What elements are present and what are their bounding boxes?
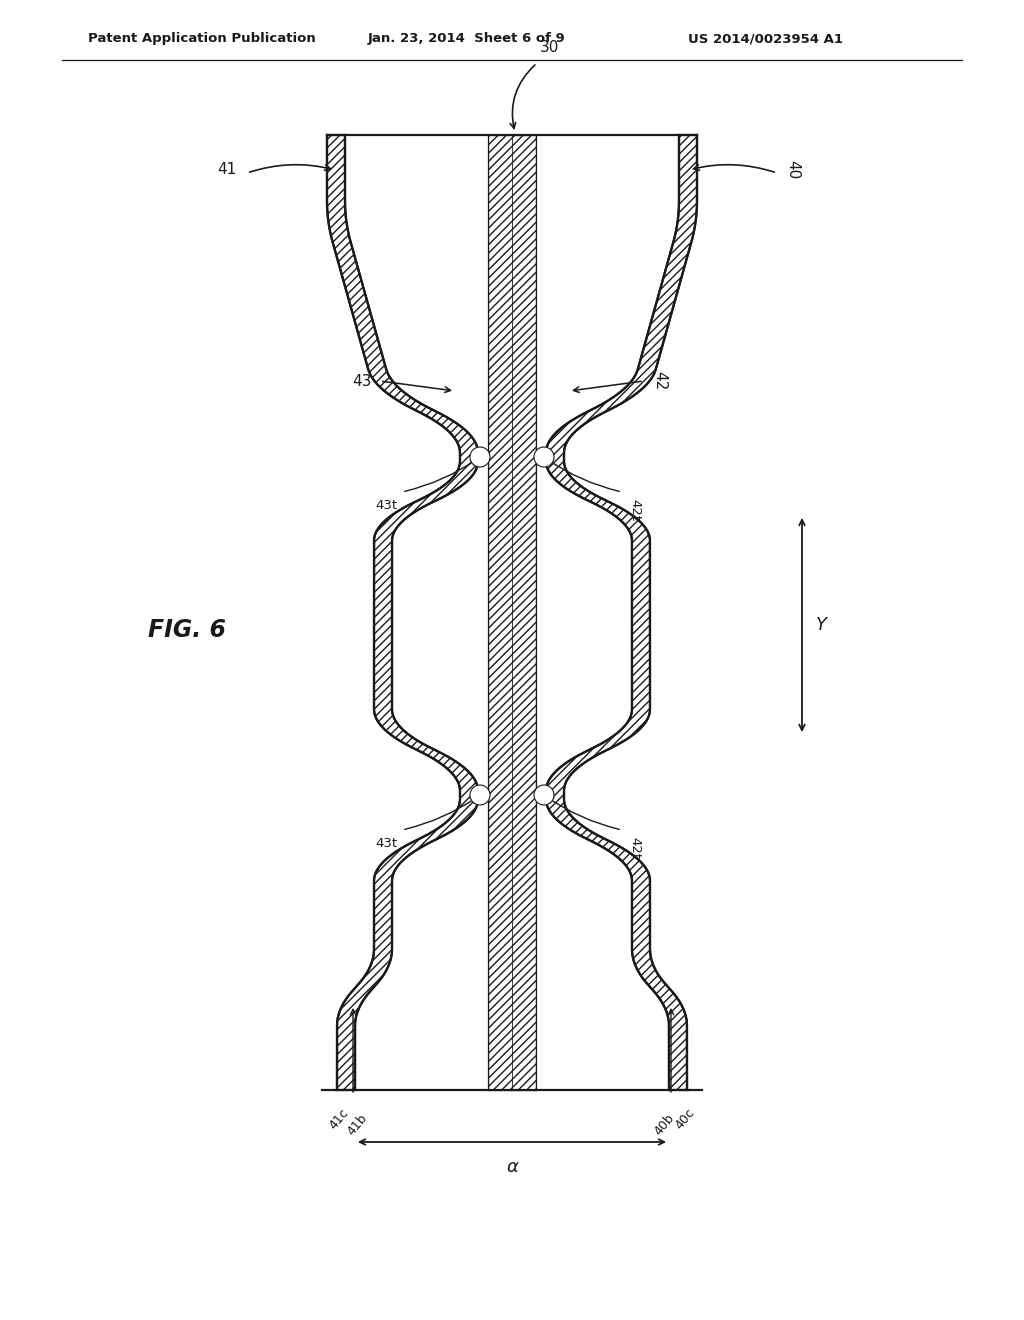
Circle shape bbox=[534, 447, 554, 467]
Text: 42: 42 bbox=[652, 371, 667, 391]
Text: 40b: 40b bbox=[651, 1111, 677, 1138]
Text: 43t: 43t bbox=[376, 837, 398, 850]
Text: 41c: 41c bbox=[327, 1106, 351, 1131]
Text: 43t: 43t bbox=[376, 499, 398, 512]
Text: 42t: 42t bbox=[628, 837, 641, 859]
Text: FIG. 6: FIG. 6 bbox=[148, 618, 226, 642]
Text: 41b: 41b bbox=[344, 1111, 370, 1138]
Text: 43: 43 bbox=[352, 374, 372, 388]
Circle shape bbox=[470, 447, 490, 467]
Polygon shape bbox=[488, 135, 536, 1090]
Text: Patent Application Publication: Patent Application Publication bbox=[88, 32, 315, 45]
Text: 42t: 42t bbox=[628, 499, 641, 521]
Polygon shape bbox=[345, 135, 488, 1090]
Text: US 2014/0023954 A1: US 2014/0023954 A1 bbox=[688, 32, 843, 45]
Text: 40: 40 bbox=[785, 160, 800, 180]
Text: Jan. 23, 2014  Sheet 6 of 9: Jan. 23, 2014 Sheet 6 of 9 bbox=[368, 32, 565, 45]
Text: 30: 30 bbox=[540, 40, 559, 55]
Text: Y: Y bbox=[816, 616, 827, 634]
Polygon shape bbox=[327, 135, 478, 1090]
Polygon shape bbox=[546, 135, 697, 1090]
Polygon shape bbox=[536, 135, 679, 1090]
Text: 40c: 40c bbox=[673, 1106, 697, 1131]
Text: α: α bbox=[506, 1158, 518, 1176]
Circle shape bbox=[534, 785, 554, 805]
Text: 41: 41 bbox=[218, 162, 237, 177]
Circle shape bbox=[470, 785, 490, 805]
